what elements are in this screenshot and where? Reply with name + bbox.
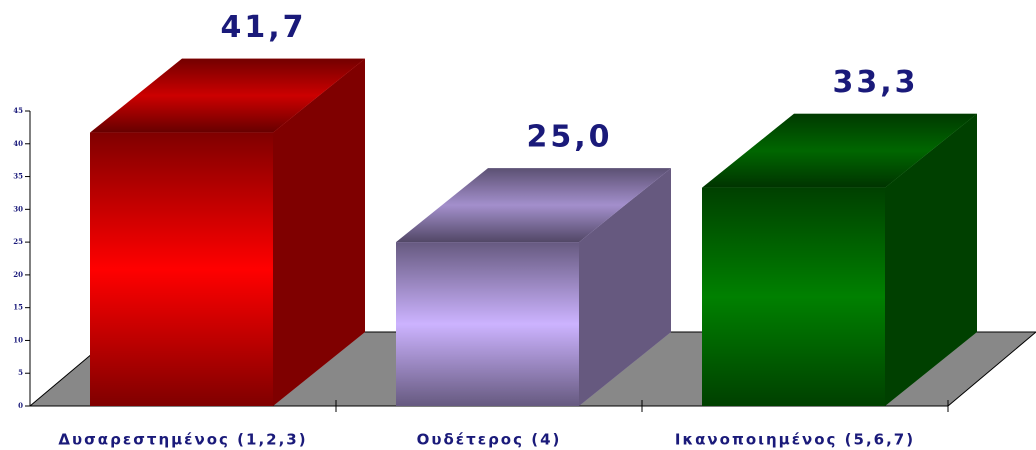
value-label: 41,7 (220, 10, 306, 45)
bar-top-shade (702, 113, 977, 188)
bar-side-shade (579, 168, 671, 406)
value-label: 25,0 (526, 120, 612, 155)
y-tick-label: 35 (13, 172, 23, 181)
y-tick-label: 25 (13, 237, 23, 246)
y-tick-label: 0 (18, 401, 23, 410)
y-tick-label: 30 (13, 204, 23, 213)
y-tick-label: 5 (18, 368, 23, 377)
x-tick-label: Ουδέτερος (4) (417, 431, 562, 449)
bar-shade (396, 242, 579, 406)
y-tick-label: 15 (13, 303, 23, 312)
value-label: 33,3 (832, 65, 918, 100)
bar-top-shade (90, 58, 365, 133)
y-tick-label: 40 (13, 139, 23, 148)
x-tick-label: Ικανοποιημένος (5,6,7) (675, 431, 915, 449)
bar-shade (90, 132, 273, 406)
bar-side-shade (273, 58, 365, 407)
y-tick-label: 10 (13, 335, 23, 344)
x-tick-label: Δυσαρεστημένος (1,2,3) (58, 431, 307, 449)
bar-top-shade (396, 168, 671, 243)
bar-shade (702, 187, 885, 406)
y-tick-label: 20 (13, 270, 23, 279)
y-tick-label: 45 (13, 106, 23, 115)
bar-side-shade (885, 113, 977, 406)
